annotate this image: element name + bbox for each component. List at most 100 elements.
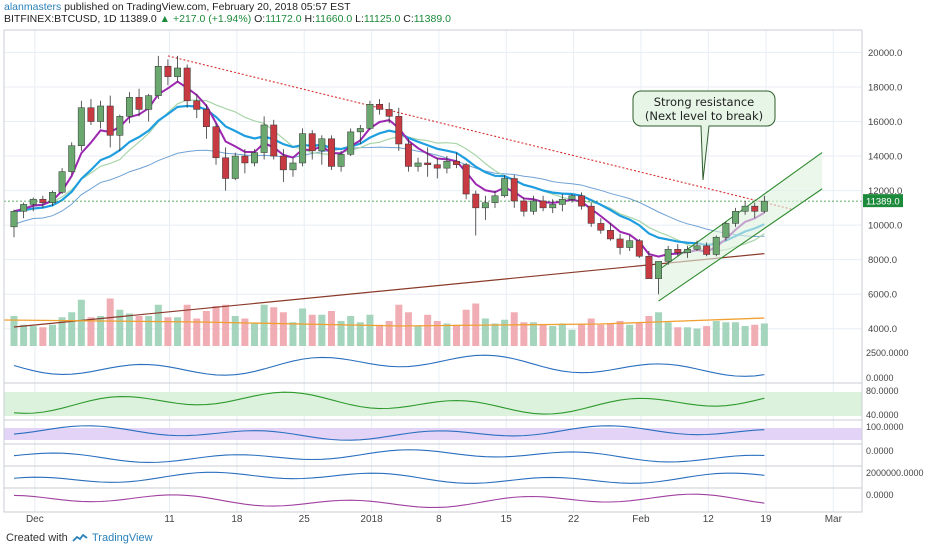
candle-body[interactable] [606, 230, 614, 240]
close-label: C: [403, 13, 414, 25]
candle-body[interactable] [712, 236, 720, 255]
volume-bar [722, 322, 730, 346]
x-tick-label: Dec [26, 514, 44, 525]
candle-body[interactable] [299, 133, 307, 164]
candle-body[interactable] [212, 126, 220, 159]
volume-bar [48, 324, 56, 346]
candle-body[interactable] [674, 249, 682, 254]
candle-body[interactable] [308, 133, 316, 152]
candle-body[interactable] [106, 105, 114, 136]
candle-body[interactable] [251, 152, 258, 164]
candle-body[interactable] [29, 198, 37, 205]
candle-body[interactable] [568, 195, 576, 200]
candle-body[interactable] [558, 198, 566, 205]
candle-body[interactable] [655, 261, 662, 279]
candle-body[interactable] [549, 204, 557, 209]
candle-body[interactable] [597, 223, 605, 231]
candle-body[interactable] [116, 116, 124, 136]
candle-body[interactable] [77, 107, 85, 146]
candle-body[interactable] [49, 192, 56, 203]
tradingview-link[interactable]: TradingView [92, 532, 153, 544]
candle-body[interactable] [626, 240, 634, 248]
candle-body[interactable] [453, 160, 460, 165]
candle-body[interactable] [760, 200, 768, 212]
candle-body[interactable] [491, 195, 499, 203]
volume-bar [318, 314, 326, 346]
candle-body[interactable] [376, 104, 384, 110]
candle-body[interactable] [703, 245, 711, 255]
candle-body[interactable] [154, 66, 162, 96]
candle-body[interactable] [279, 155, 287, 171]
candle-body[interactable] [318, 138, 326, 152]
candle-body[interactable] [732, 211, 739, 224]
candle-body[interactable] [530, 200, 537, 212]
candle-body[interactable] [270, 124, 278, 157]
price-change: +217.0 (+1.94%) [172, 13, 252, 25]
candle-body[interactable] [347, 131, 355, 155]
ema-mid-line [13, 104, 765, 247]
candle-body[interactable] [193, 100, 201, 110]
candle-body[interactable] [433, 164, 441, 169]
candle-body[interactable] [87, 107, 95, 122]
candle-body[interactable] [289, 162, 297, 171]
candle-body[interactable] [366, 104, 374, 129]
candle-body[interactable] [135, 97, 143, 110]
candle-body[interactable] [395, 116, 403, 145]
volume-bar [279, 312, 287, 346]
candle-body[interactable] [587, 205, 595, 224]
candle-body[interactable] [751, 205, 759, 212]
author-link[interactable]: alanmasters [4, 1, 62, 13]
candle-body[interactable] [20, 204, 28, 212]
candle-body[interactable] [443, 160, 451, 169]
candle-body[interactable] [520, 200, 528, 212]
candle-body[interactable] [145, 95, 153, 110]
volume-bar [568, 329, 576, 346]
y-tick-label: 18000.0 [868, 82, 902, 93]
candle-body[interactable] [222, 157, 230, 179]
resistance-callout: Strong resistance (Next level to break) [632, 90, 776, 181]
candle-body[interactable] [635, 240, 643, 257]
symbol-line: BITFINEX:BTCUSD, 1D 11389.0 ▲ +217.0 (+1… [4, 13, 451, 25]
candle-body[interactable] [424, 162, 432, 165]
candle-body[interactable] [472, 193, 480, 209]
candle-body[interactable] [385, 109, 393, 117]
candle-body[interactable] [414, 162, 422, 167]
candle-body[interactable] [241, 155, 249, 164]
volume-bar [655, 312, 663, 346]
candle-body[interactable] [97, 105, 105, 122]
candle-body[interactable] [356, 128, 364, 133]
candle-body[interactable] [501, 178, 509, 197]
candle-body[interactable] [481, 202, 489, 209]
candle-body[interactable] [164, 66, 172, 77]
candle-body[interactable] [328, 138, 335, 167]
candle-body[interactable] [722, 223, 730, 238]
candle-body[interactable] [741, 205, 749, 212]
candle-body[interactable] [462, 164, 470, 195]
candle-body[interactable] [260, 124, 268, 153]
candle-body[interactable] [58, 171, 66, 193]
candle-body[interactable] [510, 178, 518, 202]
candle-body[interactable] [616, 238, 624, 248]
candle-body[interactable] [231, 155, 239, 179]
candle-body[interactable] [645, 255, 653, 279]
candle-body[interactable] [174, 67, 181, 77]
candle-body[interactable] [10, 211, 18, 228]
candle-body[interactable] [693, 245, 701, 250]
candle-body[interactable] [125, 97, 133, 117]
candle-body[interactable] [202, 109, 210, 127]
candle-body[interactable] [404, 143, 412, 167]
candle-body[interactable] [539, 200, 547, 209]
volume-bar [578, 323, 586, 346]
candle-body[interactable] [68, 145, 76, 172]
candles[interactable] [10, 55, 768, 295]
candle-body[interactable] [39, 198, 47, 203]
candle-body[interactable] [683, 249, 691, 254]
candle-body[interactable] [578, 195, 586, 207]
volume-bar [558, 323, 566, 346]
indicator-panel-1-line [13, 354, 765, 377]
candle-body[interactable] [183, 67, 191, 102]
volume-bar [385, 321, 393, 346]
candle-body[interactable] [664, 249, 672, 262]
candle-body[interactable] [337, 154, 345, 167]
